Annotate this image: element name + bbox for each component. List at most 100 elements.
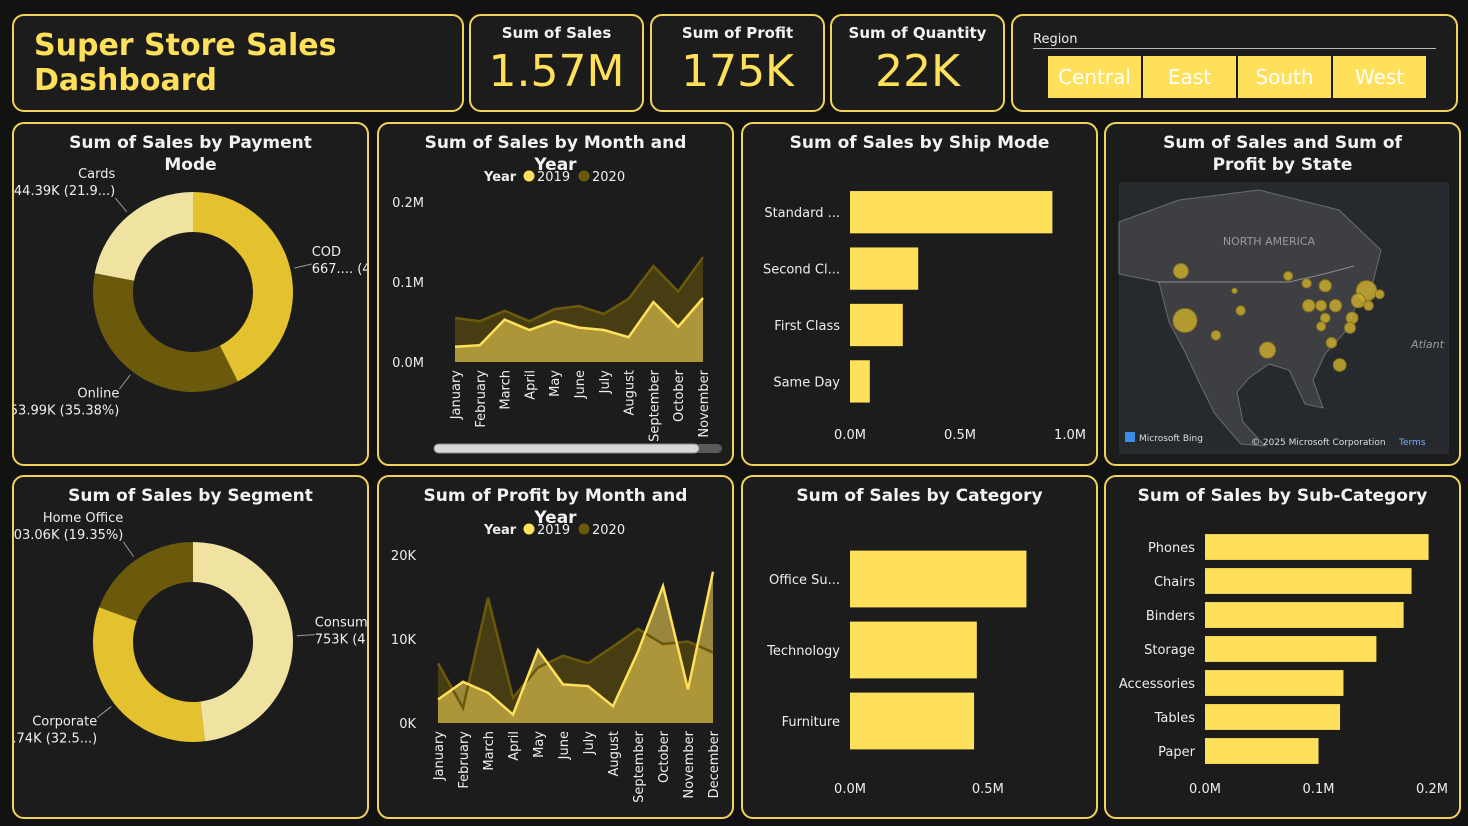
bubble bbox=[1350, 293, 1366, 309]
x-tick-label: July bbox=[598, 370, 613, 395]
kpi-card: Sum of Quantity 22K bbox=[830, 14, 1005, 112]
x-tick-label: August bbox=[623, 370, 638, 416]
y-tick-label: 0.1M bbox=[392, 276, 424, 291]
border bbox=[1157, 265, 1355, 283]
bubble bbox=[1172, 263, 1189, 280]
dashboard-title: Super Store Sales Dashboard bbox=[34, 28, 337, 98]
slice-value-label: 344.39K (21.9...) bbox=[14, 184, 115, 199]
x-tick-label: 0.0M bbox=[834, 428, 866, 443]
slicer-button[interactable]: Central bbox=[1048, 56, 1141, 98]
legend-label: 2019 bbox=[537, 523, 570, 538]
legend-dot bbox=[523, 523, 535, 535]
bar bbox=[850, 247, 919, 290]
attribution: Terms bbox=[1398, 438, 1426, 448]
chart-panel: COD 667.... (42...) Online 553.99K (35.38%)… bbox=[12, 122, 369, 466]
category-label: Phones bbox=[1148, 541, 1195, 556]
legend-title: Year bbox=[483, 523, 517, 538]
chart-title: Sum of Sales by Sub-Category bbox=[1137, 486, 1428, 506]
slicer-rule bbox=[1033, 48, 1436, 49]
donut-slice bbox=[94, 192, 193, 281]
chart-panel: Phones Chairs Binders Storage Accessories Tab… bbox=[1104, 475, 1461, 819]
kpi-label: Sum of Sales bbox=[501, 24, 612, 42]
chart-title: Sum of Profit by Month and Year bbox=[423, 486, 688, 528]
chart-panel: 0K 10K 20K January February March April May June… bbox=[377, 475, 734, 819]
map-label: NORTH AMERICA bbox=[1223, 235, 1316, 248]
legend-label: 2020 bbox=[592, 170, 625, 185]
kpi-label: Sum of Profit bbox=[681, 24, 794, 42]
leader-line bbox=[118, 374, 131, 390]
category-label: Chairs bbox=[1154, 575, 1195, 590]
chart-panel: Office Su... Technology Furniture 0.0M 0.5M S… bbox=[741, 475, 1098, 819]
donut-slice bbox=[99, 542, 193, 622]
x-tick-label: 0.0M bbox=[1189, 782, 1221, 797]
slicer-title: Region bbox=[1033, 32, 1078, 47]
leader-line bbox=[114, 197, 128, 213]
category-label: Binders bbox=[1146, 609, 1195, 624]
chart-panel: Consumer 753K (4...) Corporate 509.74K (32.… bbox=[12, 475, 369, 819]
chart: 0.0M 0.1M 0.2M January February March April May… bbox=[392, 170, 722, 454]
x-tick-label: December bbox=[707, 730, 722, 798]
slicer-button[interactable]: South bbox=[1238, 56, 1331, 98]
area bbox=[455, 298, 703, 362]
bubble bbox=[1258, 341, 1277, 359]
x-tick-label: 0.0M bbox=[834, 782, 866, 797]
chart-title: Sum of Sales by Category bbox=[796, 486, 1043, 506]
bubble bbox=[1210, 330, 1222, 341]
y-tick-label: 0.2M bbox=[392, 196, 424, 211]
x-tick-label: August bbox=[607, 731, 622, 777]
bar bbox=[1205, 738, 1319, 764]
chart: Standard ... Second Cl... First Class Same … bbox=[763, 191, 1086, 443]
kpi-value: 1.57M bbox=[488, 46, 625, 97]
donut-slice bbox=[193, 192, 293, 382]
line bbox=[454, 297, 704, 349]
y-tick-label: 0.0M bbox=[392, 356, 424, 371]
x-tick-label: April bbox=[507, 731, 522, 761]
slicer-button[interactable]: East bbox=[1143, 56, 1236, 98]
slicer-button[interactable]: West bbox=[1333, 56, 1426, 98]
land bbox=[1118, 189, 1382, 447]
category-label: Furniture bbox=[782, 715, 840, 730]
x-tick-label: 0.5M bbox=[944, 428, 976, 443]
x-tick-label: April bbox=[523, 370, 538, 400]
bubble bbox=[1328, 299, 1343, 313]
leader-line bbox=[296, 634, 315, 637]
x-tick-label: November bbox=[697, 369, 712, 437]
bar bbox=[1205, 568, 1412, 594]
category-label: Office Su... bbox=[769, 573, 840, 588]
x-tick-label: February bbox=[474, 370, 489, 428]
bar bbox=[850, 191, 1053, 234]
bubble bbox=[1319, 312, 1331, 324]
bubble bbox=[1302, 298, 1316, 313]
x-tick-label: September bbox=[647, 369, 662, 442]
y-tick-label: 0K bbox=[399, 717, 416, 732]
bar bbox=[1205, 534, 1429, 560]
bar bbox=[850, 360, 870, 403]
legend-label: 2020 bbox=[592, 523, 625, 538]
category-label: Storage bbox=[1144, 643, 1195, 658]
category-label: Same Day bbox=[773, 375, 840, 390]
chart: COD 667.... (42...) Online 553.99K (35.38%)… bbox=[14, 167, 367, 418]
x-tick-label: March bbox=[482, 731, 497, 771]
kpi-label: Sum of Quantity bbox=[848, 24, 987, 42]
x-tick-label: November bbox=[682, 730, 697, 798]
bubble bbox=[1318, 279, 1332, 293]
y-tick-label: 10K bbox=[391, 633, 417, 648]
x-tick-label: February bbox=[457, 731, 472, 789]
chart: NORTH AMERICA Atlant Microsoft Bing © 2025 … bbox=[1118, 182, 1449, 454]
y-tick-label: 20K bbox=[391, 549, 417, 564]
scrollbar-thumb bbox=[433, 443, 700, 454]
chart-title: Sum of Sales by Payment Mode bbox=[69, 133, 312, 175]
legend-dot bbox=[578, 523, 590, 535]
donut-slice bbox=[193, 542, 294, 742]
legend-label: 2019 bbox=[537, 170, 570, 185]
donut-slice bbox=[93, 607, 205, 742]
category-label: Second Cl... bbox=[763, 263, 840, 278]
x-tick-label: 0.1M bbox=[1303, 782, 1335, 797]
chart: Consumer 753K (4...) Corporate 509.74K (32.… bbox=[14, 511, 367, 747]
map-label: Atlant bbox=[1410, 338, 1445, 351]
x-tick-label: October bbox=[672, 369, 687, 422]
chart-title: Sum of Sales by Ship Mode bbox=[789, 133, 1050, 153]
bar bbox=[850, 303, 903, 347]
x-tick-label: July bbox=[582, 731, 597, 756]
donut-slice bbox=[93, 273, 238, 392]
